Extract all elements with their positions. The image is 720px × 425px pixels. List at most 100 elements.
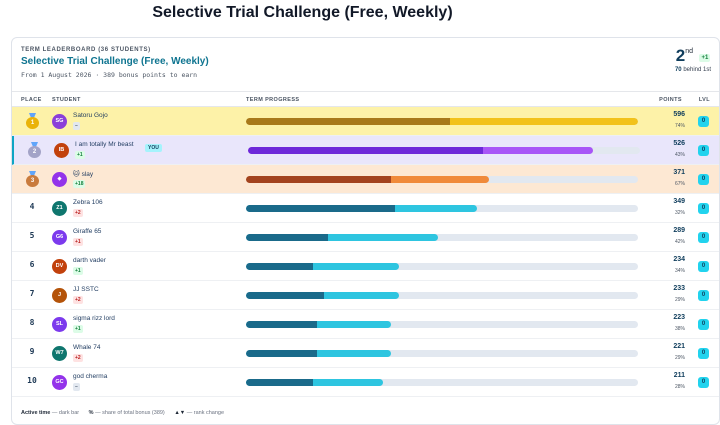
- points-value: 526: [673, 140, 685, 147]
- student-name[interactable]: Giraffe 65: [73, 228, 102, 235]
- table-row[interactable]: 10 GC god cherma – 211 28% 0: [12, 368, 719, 397]
- avatar: IB: [54, 143, 69, 158]
- progress-track: [248, 147, 640, 154]
- student-name[interactable]: Zebra 106: [73, 199, 103, 206]
- level-badge: 0: [698, 261, 709, 272]
- col-student: STUDENT: [52, 97, 81, 103]
- legend: Active time — dark bar % — share of tota…: [21, 410, 224, 416]
- progress-track: [246, 350, 638, 357]
- my-rank-change: +1: [699, 54, 711, 62]
- col-place: PLACE: [21, 97, 42, 103]
- legend-arrows-label: ▲▼: [174, 410, 186, 416]
- rank-change-badge: +1: [73, 238, 83, 246]
- student-name[interactable]: darth vader: [73, 257, 106, 264]
- student-name[interactable]: sigma rizz lord: [73, 315, 115, 322]
- student-name[interactable]: JJ SSTC: [73, 286, 99, 293]
- bonus-share: 28%: [674, 384, 685, 390]
- progress-track: [246, 205, 638, 212]
- bonus-share: 29%: [674, 355, 685, 361]
- progress-bar-total: [246, 234, 439, 241]
- bonus-share: 34%: [674, 268, 685, 274]
- col-progress: TERM PROGRESS: [246, 97, 300, 103]
- medal-ribbon: [31, 142, 38, 147]
- medal-icon: 3: [26, 171, 39, 187]
- my-rank-box: 2nd +1 70 behind 1st: [673, 46, 713, 73]
- level-badge: 0: [698, 348, 709, 359]
- progress-bar-total: [246, 379, 384, 386]
- level-badge: 0: [698, 116, 709, 127]
- student-name[interactable]: 🐱 slay: [73, 171, 94, 178]
- points-behind-label: behind 1st: [683, 67, 712, 73]
- avatar: W7: [52, 346, 67, 361]
- progress-track: [246, 234, 638, 241]
- medal-ribbon: [29, 171, 36, 176]
- bonus-share: 67%: [674, 181, 685, 187]
- level-badge: 0: [698, 174, 709, 185]
- table-row[interactable]: 3 ◆ 🐱 slay +18 371 67% 0: [12, 165, 719, 194]
- progress-track: [246, 176, 638, 183]
- progress-track: [246, 118, 638, 125]
- rank-change-badge: +18: [73, 180, 86, 188]
- progress-bar-total: [246, 321, 392, 328]
- medal-place: 1: [26, 117, 39, 129]
- avatar: G6: [52, 230, 67, 245]
- bonus-share: 29%: [674, 297, 685, 303]
- progress-bar-active: [246, 205, 395, 212]
- progress-bar-total: [246, 263, 399, 270]
- progress-track: [246, 263, 638, 270]
- rank-change-badge: +2: [73, 296, 83, 304]
- table-row[interactable]: 6 DV darth vader +1 234 34% 0: [12, 252, 719, 281]
- legend-arrows-desc: — rank change: [186, 410, 225, 416]
- avatar: J: [52, 288, 67, 303]
- level-badge: 0: [698, 232, 709, 243]
- table-row[interactable]: 8 SL sigma rizz lord +1 223 38% 0: [12, 310, 719, 339]
- level-badge: 0: [698, 319, 709, 330]
- legend-pct-desc: — share of total bonus (389): [95, 410, 165, 416]
- progress-bar-active: [246, 176, 392, 183]
- progress-bar-active: [246, 118, 450, 125]
- leaderboard-card: TERM LEADERBOARD (36 STUDENTS) Selective…: [11, 37, 720, 425]
- page-title: Selective Trial Challenge (Free, Weekly): [152, 4, 453, 21]
- student-name[interactable]: Whale 74: [73, 344, 101, 351]
- points-value: 211: [673, 372, 685, 379]
- student-name[interactable]: I am totally Mr beast: [75, 141, 134, 148]
- points-value: 233: [673, 285, 685, 292]
- level-badge: 0: [698, 377, 709, 388]
- student-name[interactable]: Satoru Gojo: [73, 112, 108, 119]
- challenge-subline: From 1 August 2026 · 389 bonus points to…: [21, 71, 198, 79]
- rank-change-badge: +2: [73, 209, 83, 217]
- progress-bar-active: [246, 350, 317, 357]
- bonus-share: 32%: [674, 210, 685, 216]
- my-rank-number: 2: [675, 46, 686, 65]
- table-row[interactable]: 4 Z1 Zebra 106 +2 349 32% 0: [12, 194, 719, 223]
- points-value: 221: [673, 343, 685, 350]
- table-row[interactable]: 1 SG Satoru Gojo – 596 74% 0: [12, 107, 719, 136]
- challenge-title: Selective Trial Challenge (Free, Weekly): [21, 56, 209, 67]
- table-row[interactable]: 9 W7 Whale 74 +2 221 29% 0: [12, 339, 719, 368]
- place-number: 9: [29, 347, 35, 356]
- points-value: 223: [673, 314, 685, 321]
- bonus-share: 38%: [674, 326, 685, 332]
- points-value: 289: [673, 227, 685, 234]
- you-badge: YOU: [145, 144, 162, 152]
- place-number: 8: [29, 318, 35, 327]
- table-row[interactable]: 7 J JJ SSTC +2 233 29% 0: [12, 281, 719, 310]
- column-headers: PLACE STUDENT TERM PROGRESS POINTS LVL: [12, 91, 719, 107]
- progress-bar-active: [246, 263, 313, 270]
- table-row[interactable]: 5 G6 Giraffe 65 +1 289 42% 0: [12, 223, 719, 252]
- points-value: 371: [673, 169, 685, 176]
- medal-place: 2: [28, 146, 41, 158]
- level-badge: 0: [698, 290, 709, 301]
- medal-ribbon: [29, 113, 36, 118]
- card-header: TERM LEADERBOARD (36 STUDENTS) Selective…: [12, 38, 719, 90]
- legend-active-desc: — dark bar: [51, 410, 80, 416]
- points-behind: 70 behind 1st: [673, 67, 713, 73]
- student-name[interactable]: god cherma: [73, 373, 108, 380]
- table-row[interactable]: 2 IB I am totally Mr beast YOU +1 526 43…: [12, 136, 719, 165]
- place-number: 4: [29, 202, 35, 211]
- level-badge: 0: [698, 203, 709, 214]
- avatar: SG: [52, 114, 67, 129]
- level-badge: 0: [698, 145, 709, 156]
- col-points: POINTS: [659, 97, 682, 103]
- place-number: 5: [29, 231, 35, 240]
